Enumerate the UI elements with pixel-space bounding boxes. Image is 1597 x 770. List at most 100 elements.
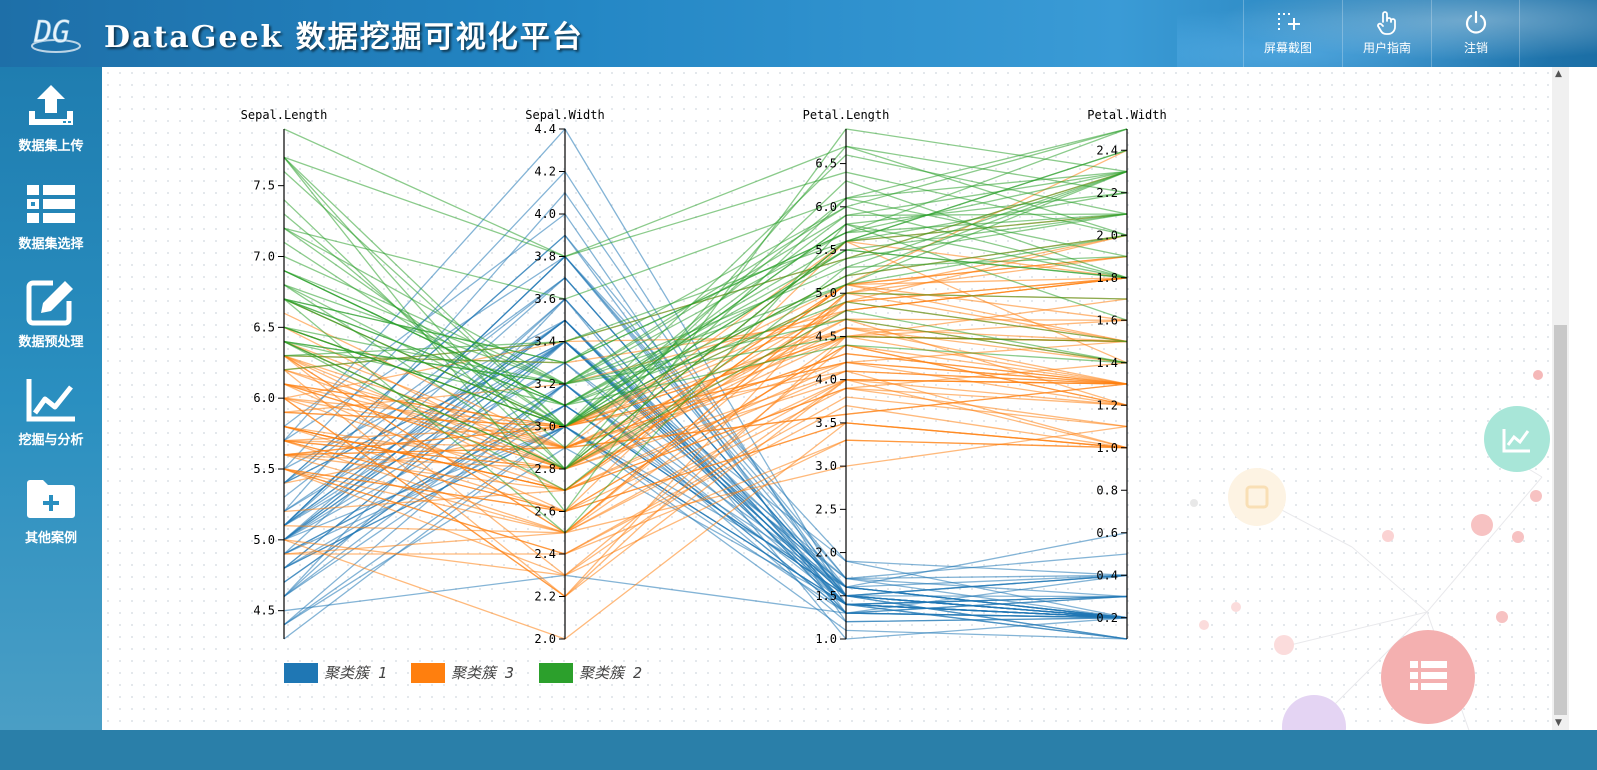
tick-label: 5.0 bbox=[815, 286, 837, 300]
series-line bbox=[283, 255, 1128, 534]
tick-label: 5.5 bbox=[815, 243, 837, 257]
chart-axes: Sepal.Length 4.5 5.0 5.5 6.0 6.5 7.0 7.5 Sepal.W… bbox=[241, 108, 1167, 646]
line-chart-icon bbox=[26, 379, 75, 422]
chart-lines bbox=[283, 127, 1128, 640]
axis-title: Petal.Length bbox=[803, 108, 890, 122]
series-line bbox=[283, 379, 1128, 534]
tick-label: 3.0 bbox=[815, 459, 837, 473]
screenshot-icon bbox=[1278, 13, 1300, 30]
tick-label: 3.0 bbox=[534, 420, 556, 434]
series-line bbox=[283, 234, 1128, 470]
series-line bbox=[283, 192, 1128, 470]
tick-label: 1.8 bbox=[1096, 271, 1118, 285]
tick-label: 4.0 bbox=[815, 373, 837, 387]
tick-label: 2.0 bbox=[534, 632, 556, 646]
header-divider bbox=[1519, 0, 1520, 67]
tick-label: 2.4 bbox=[534, 547, 556, 561]
series-line bbox=[283, 292, 1128, 598]
tick-label: 0.8 bbox=[1096, 483, 1118, 497]
scroll-up-icon[interactable]: ▲ bbox=[1555, 69, 1562, 79]
series-line bbox=[283, 283, 1128, 470]
scrollbar-thumb[interactable] bbox=[1554, 325, 1567, 715]
tick-label: 3.2 bbox=[534, 377, 556, 391]
sidebar-item-dataset-upload[interactable]: 数据集上传 bbox=[0, 73, 102, 171]
user-guide-label: 用户指南 bbox=[1362, 41, 1411, 55]
upload-icon bbox=[29, 85, 73, 125]
sidebar-item-label: 挖掘与分析 bbox=[18, 433, 84, 448]
legend-swatch bbox=[411, 663, 445, 683]
scroll-down-icon[interactable]: ▼ bbox=[1555, 718, 1562, 728]
sidebar-item-other-cases[interactable]: 其他案例 bbox=[0, 465, 102, 563]
series-line bbox=[283, 574, 1128, 614]
series-line bbox=[283, 361, 1128, 442]
legend-label: 聚类簇 3 bbox=[451, 664, 514, 682]
logout-label: 注销 bbox=[1463, 41, 1488, 55]
vertical-scrollbar[interactable]: ▲ ▼ bbox=[1552, 67, 1569, 730]
series-line bbox=[283, 422, 1128, 513]
series-line bbox=[283, 149, 1128, 407]
legend-label: 聚类簇 2 bbox=[579, 664, 642, 682]
tick-label: 3.4 bbox=[534, 335, 556, 349]
tick-label: 2.8 bbox=[534, 462, 556, 476]
user-guide-button[interactable]: 用户指南 bbox=[1342, 0, 1431, 67]
right-margin bbox=[1569, 67, 1597, 730]
series-line bbox=[283, 145, 1128, 258]
folder-plus-icon bbox=[27, 480, 75, 518]
series-line bbox=[283, 439, 1128, 576]
chart-legend: 聚类簇 1 聚类簇 3 聚类簇 2 bbox=[284, 663, 642, 683]
series-line bbox=[283, 344, 1128, 577]
sidebar: 数据集上传 数据集选择 数据预处理 挖掘与分析 其他案例 bbox=[0, 67, 102, 730]
series-line bbox=[283, 249, 1128, 406]
tick-label: 2.2 bbox=[534, 590, 556, 604]
tick-label: 2.2 bbox=[1096, 186, 1118, 200]
series-line bbox=[283, 425, 1128, 640]
tick-label: 1.5 bbox=[815, 589, 837, 603]
series-line bbox=[283, 234, 1128, 428]
parallel-coordinates-chart: Sepal.Length 4.5 5.0 5.5 6.0 6.5 7.0 7.5 Sepal.W… bbox=[241, 108, 1167, 683]
tick-label: 6.5 bbox=[815, 157, 837, 171]
axis-title: Petal.Width bbox=[1087, 108, 1166, 122]
tick-label: 0.2 bbox=[1096, 611, 1118, 625]
logout-button[interactable]: 注销 bbox=[1431, 0, 1520, 67]
sidebar-item-label: 数据集上传 bbox=[18, 139, 84, 154]
sidebar-item-mining-analysis[interactable]: 挖掘与分析 bbox=[0, 367, 102, 465]
tick-label: 2.4 bbox=[1096, 143, 1118, 157]
screenshot-button[interactable]: 屏幕截图 bbox=[1243, 0, 1332, 67]
series-line bbox=[283, 145, 1128, 470]
sidebar-item-label: 数据预处理 bbox=[18, 335, 84, 350]
tick-label: 3.6 bbox=[534, 292, 556, 306]
hand-pointer-icon bbox=[1377, 11, 1396, 35]
sidebar-item-preprocess[interactable]: 数据预处理 bbox=[0, 269, 102, 367]
tick-label: 0.4 bbox=[1096, 568, 1118, 582]
legend-swatch bbox=[539, 663, 573, 683]
list-icon bbox=[27, 185, 75, 223]
axis-title: Sepal.Length bbox=[241, 108, 328, 122]
legend-item[interactable]: 聚类簇 1 bbox=[284, 663, 387, 683]
series-line bbox=[283, 156, 1128, 428]
series-line bbox=[283, 383, 1128, 626]
series-line bbox=[283, 276, 1128, 619]
edit-icon bbox=[26, 280, 73, 326]
sidebar-item-dataset-select[interactable]: 数据集选择 bbox=[0, 171, 102, 269]
edit-icon bbox=[1245, 485, 1269, 509]
tick-label: 4.0 bbox=[534, 207, 556, 221]
tick-label: 7.5 bbox=[253, 179, 275, 193]
app-header: DG DataGeek 数据挖掘可视化平台 屏幕截图 用户指南 注销 bbox=[0, 0, 1597, 67]
tick-label: 0.6 bbox=[1096, 526, 1118, 540]
tick-label: 1.2 bbox=[1096, 398, 1118, 412]
tick-label: 2.0 bbox=[815, 546, 837, 560]
series-line bbox=[283, 255, 1128, 491]
tick-label: 4.5 bbox=[253, 604, 275, 618]
tick-label: 3.5 bbox=[815, 416, 837, 430]
tick-label: 2.6 bbox=[534, 505, 556, 519]
series-line bbox=[283, 223, 1128, 428]
legend-item[interactable]: 聚类簇 3 bbox=[411, 663, 514, 683]
tick-label: 4.5 bbox=[815, 329, 837, 343]
tick-label: 1.4 bbox=[1096, 356, 1118, 370]
legend-item[interactable]: 聚类簇 2 bbox=[539, 663, 642, 683]
background-decoration bbox=[1190, 370, 1550, 730]
tick-label: 7.0 bbox=[253, 250, 275, 264]
tick-label: 4.2 bbox=[534, 165, 556, 179]
tick-label: 1.0 bbox=[1096, 441, 1118, 455]
legend-label: 聚类簇 1 bbox=[324, 664, 387, 682]
